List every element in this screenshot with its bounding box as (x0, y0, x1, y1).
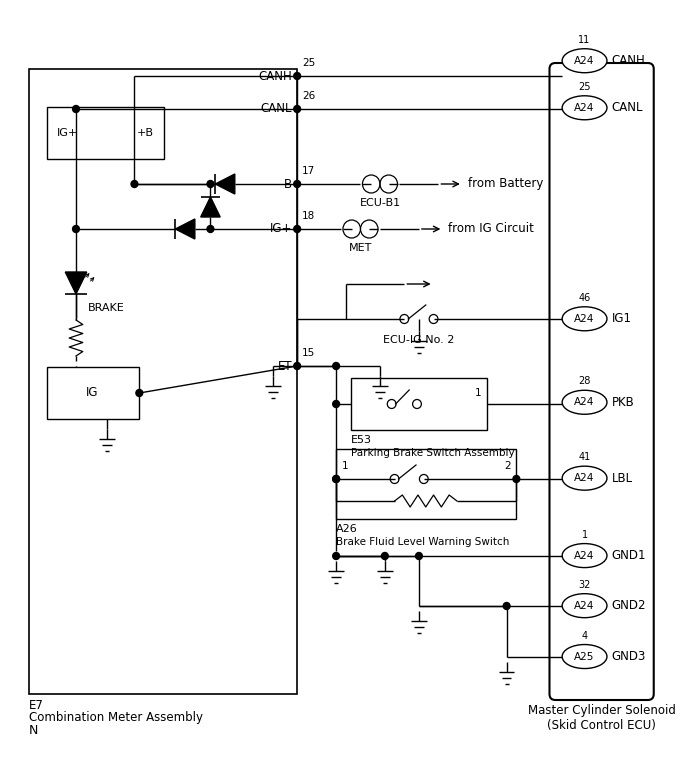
Text: N: N (29, 725, 39, 738)
Bar (29, 69, 297, 694)
Text: 4: 4 (582, 631, 588, 641)
Text: CANH: CANH (612, 54, 646, 68)
Text: A24: A24 (574, 473, 595, 483)
Text: 1: 1 (342, 461, 348, 471)
Text: 2: 2 (504, 461, 511, 471)
Circle shape (382, 553, 388, 559)
Text: 17: 17 (302, 166, 315, 176)
Text: 28: 28 (578, 376, 591, 386)
Text: ECU-B1: ECU-B1 (359, 198, 400, 208)
Circle shape (207, 181, 214, 187)
Circle shape (72, 106, 79, 112)
Text: IG: IG (86, 386, 99, 399)
Text: GND3: GND3 (612, 650, 647, 663)
Text: 1: 1 (582, 530, 588, 540)
Polygon shape (175, 219, 195, 239)
Circle shape (131, 181, 138, 187)
Text: LBL: LBL (612, 471, 633, 485)
Text: Combination Meter Assembly: Combination Meter Assembly (29, 711, 204, 724)
Text: 46: 46 (578, 293, 591, 303)
Circle shape (503, 603, 510, 609)
Circle shape (415, 553, 422, 559)
Circle shape (294, 225, 301, 232)
Text: BRAKE: BRAKE (88, 303, 124, 313)
Text: ECU-IG No. 2: ECU-IG No. 2 (383, 335, 455, 345)
Text: A24: A24 (574, 550, 595, 561)
Text: PKB: PKB (612, 395, 635, 409)
Text: IG+: IG+ (270, 222, 293, 235)
Text: 18: 18 (302, 211, 315, 221)
Ellipse shape (562, 644, 607, 669)
Ellipse shape (562, 543, 607, 568)
Text: Master Cylinder Solenoid
(Skid Control ECU): Master Cylinder Solenoid (Skid Control E… (528, 704, 676, 732)
Text: GND1: GND1 (612, 549, 647, 562)
Bar (47, 107, 164, 159)
Circle shape (294, 363, 301, 370)
Circle shape (513, 475, 520, 483)
Text: E53: E53 (351, 435, 372, 445)
Text: 11: 11 (578, 35, 591, 45)
Text: 15: 15 (302, 348, 315, 358)
Text: E7: E7 (29, 699, 44, 712)
Polygon shape (215, 174, 235, 194)
Text: CANH: CANH (259, 70, 293, 83)
Text: 1: 1 (475, 388, 482, 398)
Text: ET: ET (277, 360, 293, 373)
Bar (47, 367, 139, 419)
Text: A24: A24 (574, 600, 595, 611)
Text: 25: 25 (302, 58, 315, 68)
Circle shape (136, 389, 143, 396)
Ellipse shape (562, 594, 607, 618)
Circle shape (207, 225, 214, 232)
Text: +B: +B (137, 128, 154, 138)
Text: from IG Circuit: from IG Circuit (448, 222, 534, 235)
Circle shape (294, 73, 301, 80)
Text: 25: 25 (578, 82, 591, 92)
Text: A26: A26 (336, 524, 358, 534)
Circle shape (333, 363, 339, 370)
Text: A24: A24 (574, 313, 595, 324)
Text: CANL: CANL (612, 101, 643, 115)
Text: Parking Brake Switch Assembly: Parking Brake Switch Assembly (351, 448, 514, 458)
Text: GND2: GND2 (612, 599, 647, 613)
Text: MET: MET (348, 243, 372, 253)
Text: from Battery: from Battery (468, 178, 543, 191)
Bar (351, 378, 487, 430)
Circle shape (333, 475, 339, 483)
Ellipse shape (562, 466, 607, 490)
Polygon shape (66, 272, 87, 294)
Ellipse shape (562, 96, 607, 120)
Ellipse shape (562, 307, 607, 331)
Text: 26: 26 (302, 91, 315, 101)
Text: IG1: IG1 (612, 312, 632, 326)
Text: A24: A24 (574, 102, 595, 113)
Text: 32: 32 (578, 580, 591, 590)
Circle shape (333, 553, 339, 559)
Circle shape (333, 475, 339, 483)
Ellipse shape (562, 390, 607, 414)
Text: A25: A25 (574, 651, 595, 662)
Circle shape (294, 106, 301, 112)
Text: IG+: IG+ (57, 128, 78, 138)
Text: Brake Fluid Level Warning Switch: Brake Fluid Level Warning Switch (336, 537, 509, 547)
Text: 41: 41 (578, 452, 591, 462)
Ellipse shape (562, 49, 607, 73)
Polygon shape (201, 197, 220, 217)
Text: CANL: CANL (261, 102, 293, 115)
Circle shape (294, 181, 301, 187)
Text: A24: A24 (574, 397, 595, 408)
Text: A24: A24 (574, 55, 595, 66)
Circle shape (333, 401, 339, 408)
Circle shape (72, 225, 79, 232)
Bar (336, 449, 516, 519)
Text: B: B (284, 178, 293, 191)
